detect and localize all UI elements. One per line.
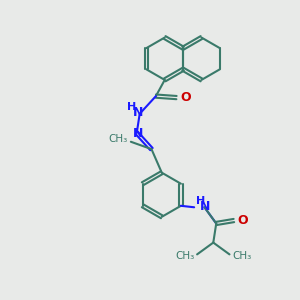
Text: CH₃: CH₃ (232, 251, 252, 261)
Text: N: N (200, 200, 210, 213)
Text: N: N (133, 106, 143, 119)
Text: H: H (196, 196, 205, 206)
Text: H: H (127, 102, 136, 112)
Text: O: O (237, 214, 248, 227)
Text: CH₃: CH₃ (175, 251, 194, 261)
Text: O: O (180, 91, 191, 104)
Text: N: N (133, 127, 143, 140)
Text: CH₃: CH₃ (108, 134, 127, 144)
